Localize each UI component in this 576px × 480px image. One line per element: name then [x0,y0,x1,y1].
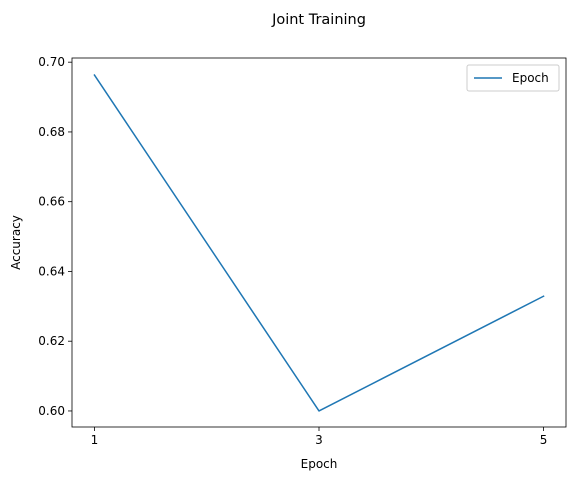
series-layer [94,75,543,411]
x-tick-label: 5 [540,433,548,447]
y-tick-label: 0.66 [38,195,65,209]
series-line [94,75,543,411]
x-tick-label: 1 [91,433,99,447]
y-tick-label: 0.68 [38,125,65,139]
y-axis-title: Accuracy [9,215,23,270]
plot-area: 1 3 5 0.60 0.62 0.64 0.66 0.68 0.70 [38,55,566,447]
x-tick-label: 3 [315,433,323,447]
legend: Epoch [467,65,559,91]
legend-label: Epoch [512,71,549,85]
y-tick-label: 0.62 [38,334,65,348]
y-axis: 0.60 0.62 0.64 0.66 0.68 0.70 [38,55,72,418]
y-tick-label: 0.70 [38,55,65,69]
y-tick-label: 0.60 [38,404,65,418]
chart-title: Joint Training [271,12,366,28]
plot-frame [72,58,566,427]
x-axis-title: Epoch [301,457,338,471]
y-tick-label: 0.64 [38,264,65,278]
x-axis: 1 3 5 [91,427,548,447]
